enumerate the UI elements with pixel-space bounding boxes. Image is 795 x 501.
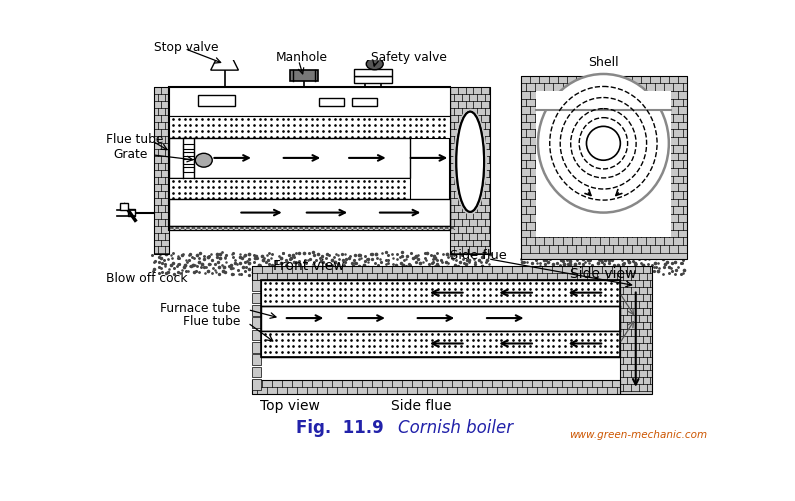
Bar [251,354,261,365]
Bar [251,281,261,291]
Bar [352,98,377,106]
Bar [251,342,261,353]
Bar [251,367,261,377]
Text: Cornish boiler: Cornish boiler [398,419,513,437]
Bar [261,281,619,306]
Bar [169,226,450,229]
Text: Manhole: Manhole [275,51,328,64]
Bar [169,178,410,199]
Bar [251,330,261,340]
Bar [354,76,393,83]
Bar [251,379,261,390]
Bar [183,159,194,164]
Text: Safety valve: Safety valve [370,51,447,64]
Bar [521,76,687,259]
Ellipse shape [196,153,212,167]
Bar [169,87,450,116]
Bar [120,203,127,209]
Text: Grate: Grate [114,148,148,161]
Bar [619,267,652,393]
Bar [169,226,450,229]
Bar [354,69,393,76]
Ellipse shape [456,112,484,212]
Text: Stop valve: Stop valve [153,41,218,54]
Text: Side flue: Side flue [450,249,507,262]
Bar [251,293,261,304]
Text: Flue tube: Flue tube [183,315,240,328]
Text: Fig.  11.9: Fig. 11.9 [297,419,384,437]
Bar [169,138,410,178]
Bar [251,317,261,328]
Bar [183,144,194,149]
Bar [251,305,261,316]
Bar [153,87,169,254]
Bar [169,87,450,229]
Circle shape [587,126,620,160]
Bar [450,87,491,254]
Bar [199,95,235,106]
Bar [537,91,671,110]
Text: Side flue: Side flue [390,399,451,413]
Bar [320,98,344,106]
Ellipse shape [538,74,669,212]
Ellipse shape [456,112,484,212]
Bar [222,53,227,58]
Bar [261,281,619,357]
Text: www.green-mechanic.com: www.green-mechanic.com [569,430,708,440]
Bar [261,331,619,357]
Text: Blow off cock: Blow off cock [106,272,188,285]
Text: Side view: Side view [570,267,637,281]
Text: Shell: Shell [588,56,619,69]
Bar [537,91,671,237]
Bar [251,380,619,393]
Bar [261,306,619,331]
Bar [169,199,450,226]
Text: Flue tube: Flue tube [106,133,163,146]
Text: Top view: Top view [260,399,320,413]
Bar [169,116,450,138]
Ellipse shape [453,109,487,215]
Polygon shape [211,58,238,70]
Ellipse shape [366,58,383,70]
Bar [251,267,619,281]
Bar [183,167,194,172]
Text: Furnace tube: Furnace tube [160,302,240,315]
Text: Front view: Front view [273,260,345,274]
Bar [183,152,194,156]
Bar [290,70,318,81]
Bar [127,209,135,216]
